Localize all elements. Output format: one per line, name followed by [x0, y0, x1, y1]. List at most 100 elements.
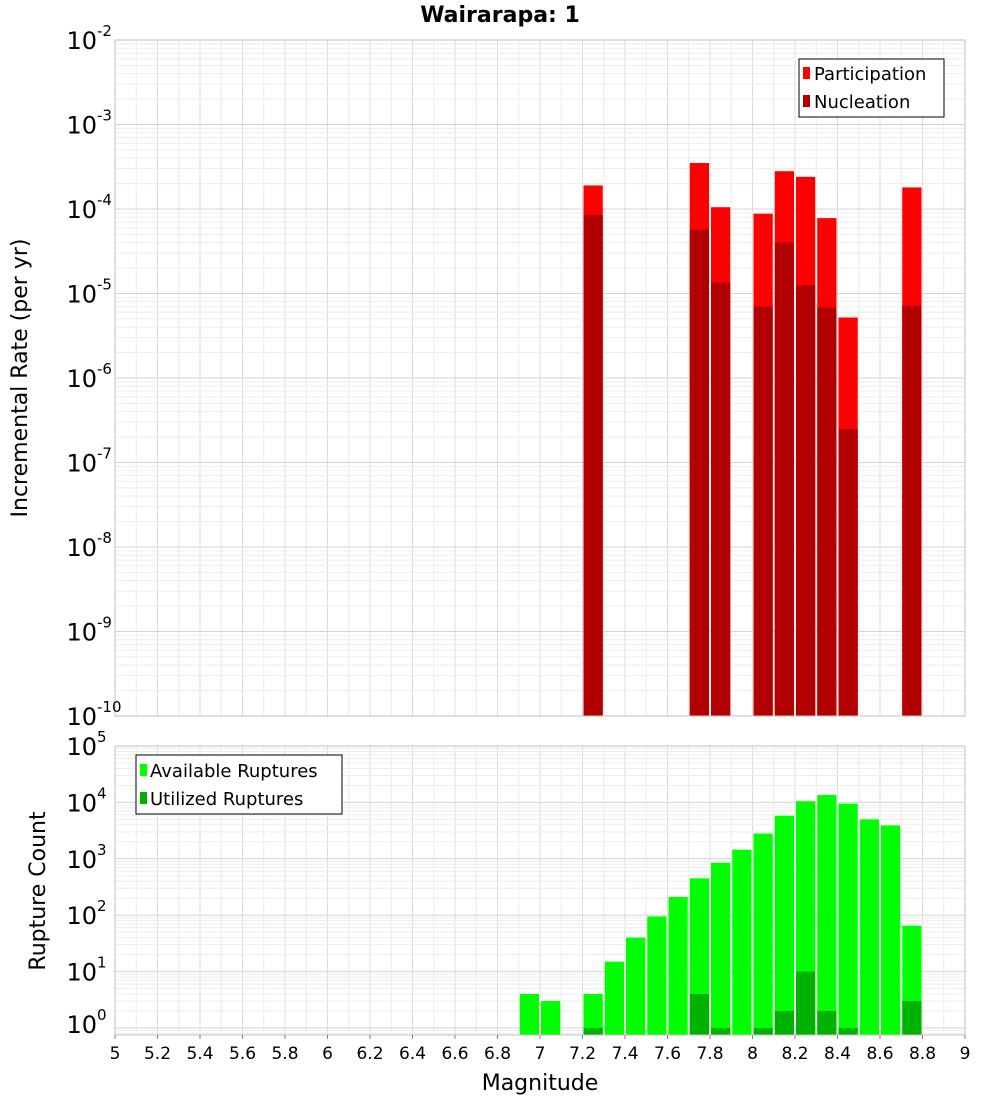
top-y-tick-exponent: -8: [97, 529, 112, 547]
x-tick-label: 5: [110, 1044, 121, 1064]
top-bar-nucleation: [902, 305, 922, 716]
top-bar-nucleation: [583, 214, 603, 716]
top-y-tick-base: 10: [66, 703, 97, 731]
top-bar-nucleation: [753, 306, 773, 716]
top-y-tick-base: 10: [66, 619, 97, 647]
bottom-y-tick-exponent: 3: [97, 841, 107, 859]
bottom-bar-available-ruptures: [626, 937, 646, 1035]
bottom-y-tick-base: 10: [66, 1011, 97, 1039]
bottom-bar-utilized-ruptures: [753, 1027, 773, 1035]
legend-swatch-utilized: [140, 792, 147, 804]
top-y-tick-exponent: -5: [97, 276, 112, 294]
top-bar-nucleation: [711, 282, 731, 716]
top-y-tick-exponent: -2: [97, 22, 112, 40]
x-tick-label: 8.6: [866, 1044, 893, 1064]
legend-swatch-available: [140, 764, 147, 776]
bottom-bar-available-ruptures: [583, 994, 603, 1035]
bottom-legend: Available Ruptures Utilized Ruptures: [135, 754, 343, 815]
top-y-tick-base: 10: [66, 281, 97, 309]
top-plot-border: [114, 39, 966, 717]
bottom-y-tick-base: 10: [66, 902, 97, 930]
bottom-bar-available-ruptures: [541, 1001, 561, 1035]
legend-label-nucleation: Nucleation: [814, 92, 910, 113]
legend-swatch-participation: [803, 67, 810, 79]
bottom-y-tick-base: 10: [66, 959, 97, 987]
x-ticks: 5 5.2 5.4 5.6 5.8 6 6.2 6.4 6.6 6.8 7 7.2 7.4 7.6 7.8 8…: [110, 1035, 971, 1064]
bottom-y-tick-exponent: 1: [97, 954, 107, 972]
bottom-bar-utilized-ruptures: [711, 1027, 731, 1035]
top-y-tick-base: 10: [66, 196, 97, 224]
x-tick-label: 9: [960, 1044, 971, 1064]
top-y-ticks: 10-210-310-410-510-610-710-810-910-10: [66, 22, 121, 731]
x-axis-title: Magnitude: [482, 1071, 599, 1096]
top-bar-nucleation: [796, 285, 816, 716]
x-tick-label: 8.2: [781, 1044, 808, 1064]
bottom-bar-utilized-ruptures: [817, 1010, 837, 1035]
top-y-axis-title: Incremental Rate (per yr): [8, 239, 33, 518]
legend-label-participation: Participation: [814, 64, 926, 85]
legend-label-utilized: Utilized Ruptures: [150, 789, 303, 810]
top-bar-nucleation: [689, 229, 709, 716]
top-y-tick-base: 10: [66, 365, 97, 393]
bottom-bar-available-ruptures: [838, 803, 858, 1035]
x-tick-label: 7: [535, 1044, 546, 1064]
bottom-bar-available-ruptures: [647, 916, 667, 1035]
top-y-tick-base: 10: [66, 534, 97, 562]
bottom-bar-available-ruptures: [753, 833, 773, 1035]
top-y-tick-base: 10: [66, 450, 97, 478]
x-tick-label: 6.4: [399, 1044, 426, 1064]
x-tick-label: 8.8: [909, 1044, 936, 1064]
bottom-y-axis-title: Rupture Count: [26, 811, 51, 971]
x-tick-label: 6.8: [484, 1044, 511, 1064]
x-tick-label: 7.2: [569, 1044, 596, 1064]
top-bar-nucleation: [817, 307, 837, 716]
bottom-legend-box: [135, 754, 343, 815]
chart-title: Wairarapa: 1: [420, 3, 580, 28]
x-tick-label: 6: [322, 1044, 333, 1064]
x-tick-label: 8.4: [824, 1044, 851, 1064]
bottom-bar-available-ruptures: [732, 849, 752, 1035]
x-tick-label: 7.8: [696, 1044, 723, 1064]
bottom-bar-utilized-ruptures: [902, 1001, 922, 1035]
top-y-tick-exponent: -10: [97, 698, 122, 716]
bottom-y-tick-exponent: 0: [97, 1006, 107, 1024]
top-y-tick-base: 10: [66, 112, 97, 140]
bottom-y-tick-base: 10: [66, 846, 97, 874]
bottom-bar-available-ruptures: [774, 815, 794, 1035]
top-grid: [114, 39, 966, 717]
bottom-bar-utilized-ruptures: [583, 1027, 603, 1035]
x-tick-label: 6.6: [441, 1044, 468, 1064]
bottom-bar-available-ruptures: [604, 961, 624, 1035]
top-legend: Participation Nucleation: [798, 58, 945, 118]
top-y-tick-base: 10: [66, 27, 97, 55]
bottom-bar-available-ruptures: [881, 825, 901, 1035]
x-tick-label: 5.8: [271, 1044, 298, 1064]
bottom-y-tick-exponent: 5: [97, 728, 107, 746]
bottom-y-tick-exponent: 2: [97, 897, 107, 915]
x-tick-label: 8: [747, 1044, 758, 1064]
bottom-bar-utilized-ruptures: [796, 971, 816, 1035]
top-y-tick-exponent: -4: [97, 191, 112, 209]
top-y-tick-exponent: -7: [97, 445, 112, 463]
legend-label-available: Available Ruptures: [150, 761, 318, 782]
bottom-bars: [519, 795, 922, 1035]
bottom-bar-utilized-ruptures: [838, 1027, 858, 1035]
top-bars: [583, 163, 922, 717]
bottom-bar-available-ruptures: [711, 862, 731, 1035]
bottom-bar-available-ruptures: [519, 994, 539, 1035]
top-bar-nucleation: [774, 242, 794, 717]
bottom-bar-available-ruptures: [817, 795, 837, 1035]
bottom-y-tick-base: 10: [66, 733, 97, 761]
bottom-bar-utilized-ruptures: [774, 1010, 794, 1035]
bottom-bar-available-ruptures: [668, 897, 688, 1035]
bottom-bar-available-ruptures: [859, 819, 879, 1035]
x-tick-label: 6.2: [356, 1044, 383, 1064]
x-tick-label: 5.4: [186, 1044, 213, 1064]
legend-swatch-nucleation: [803, 95, 810, 107]
x-tick-label: 7.6: [654, 1044, 681, 1064]
bottom-y-tick-base: 10: [66, 789, 97, 817]
top-legend-box: [798, 58, 945, 118]
bottom-bar-utilized-ruptures: [689, 994, 709, 1035]
